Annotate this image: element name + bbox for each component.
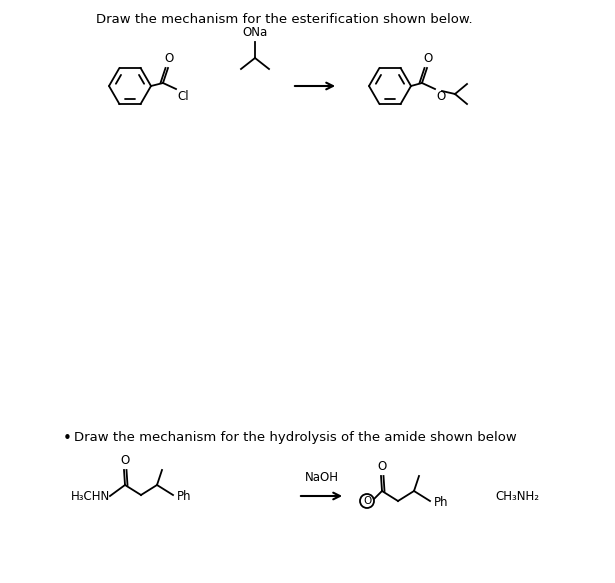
Text: NaOH: NaOH (304, 471, 338, 484)
Text: O: O (121, 454, 130, 467)
Text: H₃CHN: H₃CHN (71, 490, 110, 503)
Text: CH₃NH₂: CH₃NH₂ (495, 490, 539, 503)
Text: O: O (378, 460, 387, 473)
Text: ONa: ONa (242, 26, 268, 39)
Text: Ph: Ph (177, 490, 191, 503)
Text: O: O (363, 496, 371, 505)
Text: O: O (436, 90, 445, 103)
Text: Draw the mechanism for the hydrolysis of the amide shown below: Draw the mechanism for the hydrolysis of… (74, 431, 517, 444)
Text: •: • (63, 431, 72, 446)
Text: Ph: Ph (434, 496, 448, 508)
Text: Cl: Cl (177, 90, 189, 103)
Text: O: O (423, 52, 432, 65)
Text: O: O (164, 52, 173, 65)
Text: Draw the mechanism for the esterification shown below.: Draw the mechanism for the esterificatio… (96, 13, 472, 26)
